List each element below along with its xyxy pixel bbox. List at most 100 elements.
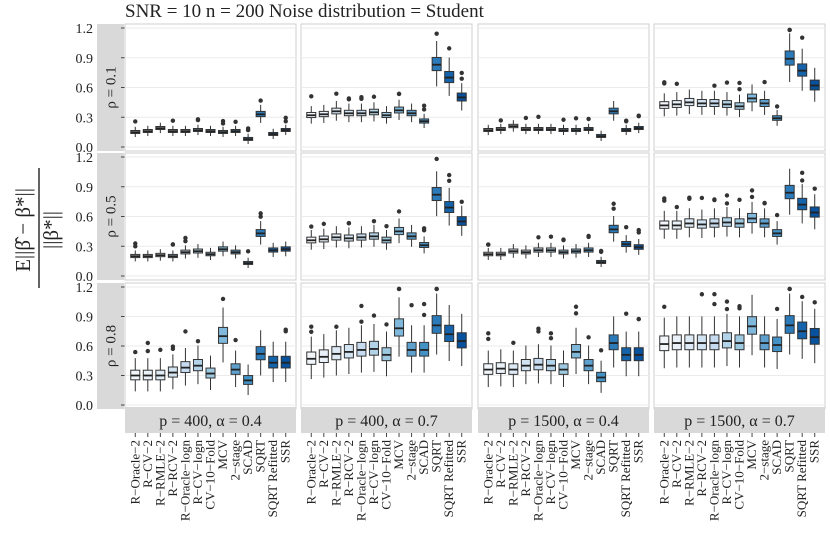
outlier-point [774, 104, 780, 109]
outlier-point [245, 249, 251, 254]
y-tick-label: 0.9 [76, 181, 94, 196]
outlier-point [737, 87, 742, 92]
outlier-point [812, 186, 817, 191]
outlier-point [586, 335, 591, 340]
y-tick-label: 1.2 [76, 151, 94, 166]
box-10 [431, 31, 442, 87]
outlier-point [434, 156, 439, 162]
outlier-point [371, 313, 377, 318]
box-9 [596, 348, 607, 393]
box-6 [381, 322, 392, 377]
outlier-point [724, 193, 730, 198]
box-11 [268, 242, 279, 258]
box-2 [508, 340, 519, 388]
outlier-point [170, 242, 176, 247]
outlier-point [712, 301, 717, 307]
x-tick-label: R−RCV−2 [518, 440, 533, 497]
outlier-point [623, 224, 629, 230]
y-tick-label: 0.6 [76, 82, 94, 97]
box-10 [255, 98, 266, 123]
outlier-point [334, 91, 339, 96]
box-4 [709, 197, 720, 238]
col-strip-label: p = 1500, α = 0.4 [508, 413, 618, 430]
box-6 [381, 223, 392, 250]
outlier-point [749, 194, 755, 200]
x-tick-label: SSR [454, 440, 469, 463]
x-tick-label: R−Oracle−logn [177, 440, 192, 522]
outlier-point [674, 204, 680, 210]
outlier-point [548, 331, 554, 336]
box-1 [495, 247, 506, 260]
outlier-point [446, 46, 452, 51]
outlier-point [598, 348, 604, 353]
box-7 [394, 286, 405, 357]
box-6 [734, 197, 745, 238]
box-2 [331, 226, 342, 248]
box-9 [772, 104, 783, 126]
col-strip-3 [654, 407, 825, 433]
box-7 [394, 209, 405, 244]
x-tick-label: CV−10−Fold [203, 440, 218, 510]
box-1 [495, 349, 506, 387]
outlier-point [623, 311, 629, 316]
row-strip-label: ρ = 0.1 [104, 66, 120, 108]
x-tick-label: R−Oracle−logn [706, 440, 721, 522]
box-7 [218, 296, 229, 363]
box-1 [318, 221, 329, 249]
box-9 [419, 301, 430, 373]
box-3 [520, 245, 531, 259]
box-6 [558, 117, 569, 136]
outlier-point [586, 234, 591, 240]
outlier-point [573, 116, 579, 121]
outlier-point [309, 324, 314, 329]
outlier-point [421, 301, 427, 307]
outlier-point [145, 340, 151, 346]
box-3 [520, 115, 531, 135]
outlier-point [712, 197, 717, 203]
box-3 [696, 292, 707, 368]
box-5 [368, 218, 379, 247]
box-10 [431, 286, 442, 355]
outlier-point [712, 292, 717, 297]
box-12 [280, 115, 291, 136]
x-tick-label: R−Oracle−logn [530, 440, 545, 522]
outlier-point [195, 117, 201, 123]
box-11 [797, 35, 808, 91]
outlier-point [371, 218, 377, 224]
outlier-point [762, 200, 767, 206]
box-8 [583, 116, 594, 135]
outlier-point [561, 117, 566, 122]
box-8 [583, 233, 594, 258]
y-tick-label: 1.2 [76, 281, 94, 296]
outlier-point [699, 195, 705, 201]
outlier-point [787, 286, 792, 292]
box-6 [205, 247, 216, 260]
x-tick-label: R−Oracle−2 [656, 440, 671, 504]
x-tick-label: 2−stage [581, 440, 596, 481]
box-0 [306, 324, 317, 380]
x-tick-label: R−RCV−2 [165, 440, 180, 497]
box-8 [583, 335, 594, 385]
outlier-point [724, 299, 730, 304]
x-tick-label: SQRT Refitted [265, 440, 280, 518]
box-0 [483, 242, 494, 260]
box-12 [280, 241, 291, 257]
box-10 [608, 201, 619, 242]
box-0 [306, 94, 317, 124]
box-5 [721, 193, 732, 237]
box-11 [268, 128, 279, 140]
x-tick-label: SCAD [769, 440, 784, 475]
box-3 [343, 96, 354, 123]
box-12 [809, 186, 820, 230]
x-tick-label: SQRT [782, 440, 797, 473]
box-12 [456, 70, 467, 111]
x-tick-label: R−Oracle−logn [353, 440, 368, 522]
box-3 [696, 195, 707, 239]
box-2 [331, 324, 342, 376]
outlier-point [486, 242, 491, 247]
x-tick-label: CV−10−Fold [556, 440, 571, 510]
box-10 [608, 101, 619, 121]
box-0 [483, 331, 494, 388]
outlier-point [283, 327, 288, 332]
x-tick-label: SCAD [593, 440, 608, 475]
